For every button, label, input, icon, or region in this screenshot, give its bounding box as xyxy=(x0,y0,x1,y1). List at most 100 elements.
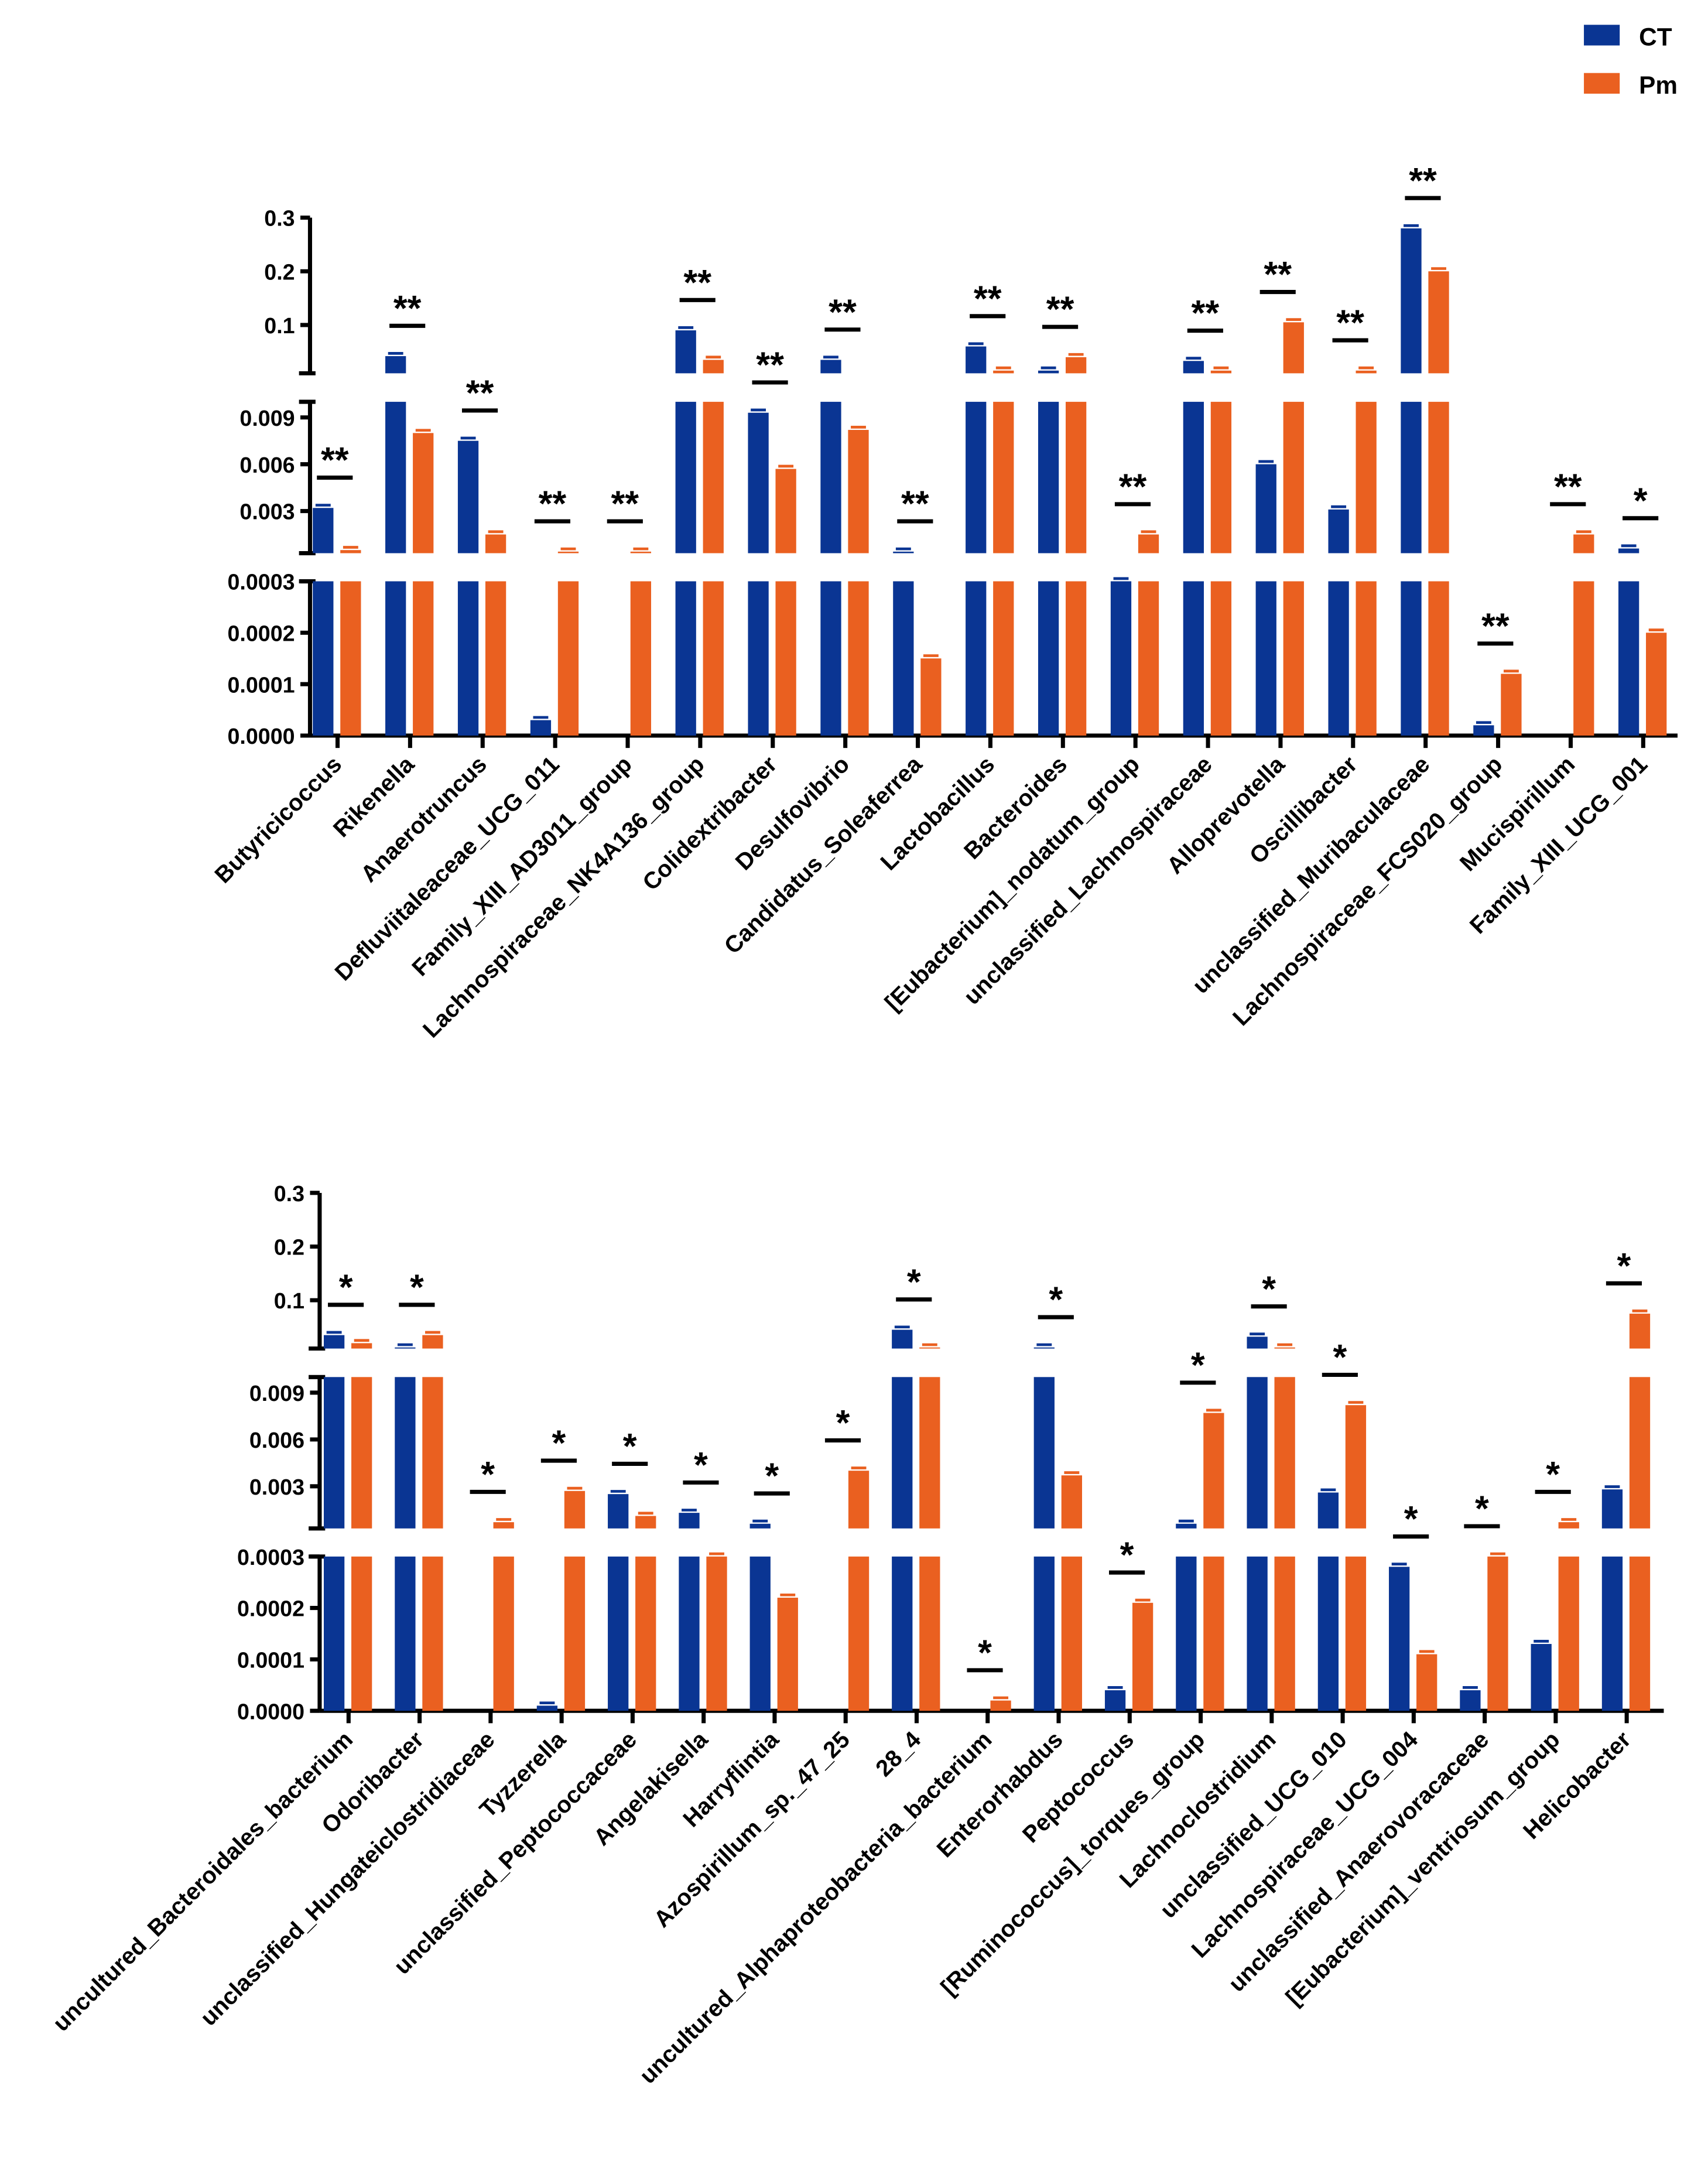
bar-ct xyxy=(679,1513,700,1529)
x-tick-label: [Ruminococcus]_torques_group xyxy=(936,1727,1210,2001)
bar-pm xyxy=(351,1343,372,1349)
significance-marker: ** xyxy=(683,262,711,302)
significance-marker: ** xyxy=(974,278,1002,318)
x-tick-label: Colidextribacter xyxy=(638,751,782,895)
bar-pm xyxy=(1558,1522,1579,1529)
bar-pm xyxy=(351,1556,372,1711)
bar-pm xyxy=(1646,633,1667,736)
bar-pm xyxy=(635,1516,656,1529)
y-tick-label: 0.0002 xyxy=(227,621,295,645)
bar-ct xyxy=(536,1705,558,1711)
bar-pm xyxy=(485,534,506,553)
y-tick-label: 0.1 xyxy=(264,313,295,338)
bar-pm xyxy=(848,581,869,736)
bar-pm xyxy=(990,1700,1011,1711)
significance-marker: * xyxy=(1546,1454,1560,1494)
bar-ct xyxy=(966,581,987,736)
bar-ct xyxy=(1183,361,1204,374)
bar-pm xyxy=(485,581,506,736)
bar-pm xyxy=(920,658,942,736)
bar-ct xyxy=(457,440,479,553)
significance-marker: * xyxy=(339,1267,353,1307)
significance-marker: * xyxy=(1333,1337,1347,1377)
bar-ct xyxy=(1247,1377,1268,1529)
bar-ct xyxy=(395,1377,416,1529)
bar-ct xyxy=(1033,1556,1055,1711)
significance-marker: ** xyxy=(901,484,929,524)
y-tick-label: 0.0000 xyxy=(237,1699,304,1724)
bar-ct xyxy=(675,581,696,736)
x-tick-label: [Eubacterium]_nodatum_group xyxy=(880,751,1145,1016)
bar-pm xyxy=(422,1335,443,1349)
bar-ct xyxy=(608,1556,629,1711)
bar-ct xyxy=(893,551,914,553)
y-tick-label: 0.2 xyxy=(274,1235,304,1260)
bar-pm xyxy=(1428,402,1449,553)
bar-ct xyxy=(1601,1489,1623,1529)
bar-pm xyxy=(1132,1602,1154,1711)
bar-pm xyxy=(413,433,434,553)
bar-pm xyxy=(1629,1377,1651,1529)
significance-marker: ** xyxy=(466,373,494,413)
bar-ct xyxy=(1255,581,1276,736)
bar-pm xyxy=(1274,1377,1295,1529)
significance-marker: * xyxy=(623,1426,637,1466)
bar-pm xyxy=(1501,674,1522,736)
significance-marker: ** xyxy=(1554,466,1582,506)
bar-pm xyxy=(1356,370,1377,374)
bar-pm xyxy=(1487,1556,1508,1711)
bar-pm xyxy=(1210,402,1232,553)
bar-ct xyxy=(323,1377,345,1529)
bar-pm xyxy=(703,402,724,553)
bar-pm xyxy=(1061,1556,1082,1711)
x-tick-label: uncultured_Bacteroidales_bacterium xyxy=(48,1727,358,2036)
bar-ct xyxy=(1038,402,1059,553)
bar-pm xyxy=(775,469,796,553)
bar-ct xyxy=(385,356,406,374)
bar-ct xyxy=(1033,1377,1055,1529)
bar-ct xyxy=(1104,1690,1126,1711)
legend-swatch-ct xyxy=(1584,25,1620,46)
y-tick-label: 0.0003 xyxy=(237,1545,304,1570)
bar-ct xyxy=(1183,581,1204,736)
bar-pm xyxy=(422,1556,443,1711)
x-tick-label: Lachnospiraceae_FCS020_group xyxy=(1228,751,1507,1031)
bar-ct xyxy=(748,412,769,553)
bar-pm xyxy=(1416,1654,1437,1711)
bar-ct xyxy=(1328,509,1349,553)
bar-ct xyxy=(1110,581,1132,736)
bar-ct xyxy=(966,346,987,374)
legend-label-pm: Pm xyxy=(1639,71,1678,99)
bar-pm xyxy=(703,360,724,374)
bar-ct xyxy=(749,1556,771,1711)
bar-pm xyxy=(1283,402,1304,553)
bar-pm xyxy=(775,581,796,736)
significance-marker: * xyxy=(978,1632,992,1672)
significance-marker: ** xyxy=(393,288,422,328)
significance-marker: ** xyxy=(1119,466,1147,506)
bar-pm xyxy=(1203,1413,1224,1529)
bar-pm xyxy=(351,1377,372,1529)
bar-pm xyxy=(1274,1347,1295,1349)
bar-ct xyxy=(748,581,769,736)
y-tick-label: 0.006 xyxy=(239,453,295,477)
chart-panel-2: 0.0000 0.0001 0.0002 0.0003 0.003 0.006 0.009 0… xyxy=(48,1181,1664,2089)
bar-ct xyxy=(608,1494,629,1529)
significance-marker: * xyxy=(1262,1269,1276,1308)
legend-swatch-pm xyxy=(1584,73,1620,94)
bar-ct xyxy=(1247,1556,1268,1711)
significance-marker: * xyxy=(1404,1499,1418,1539)
legend: CT Pm xyxy=(1584,23,1678,99)
significance-marker: * xyxy=(481,1454,495,1494)
bar-ct xyxy=(1618,548,1639,553)
significance-marker: * xyxy=(1191,1345,1205,1384)
bar-pm xyxy=(1629,1314,1651,1349)
bar-pm xyxy=(777,1598,798,1711)
bar-pm xyxy=(1283,581,1304,736)
bar-ct xyxy=(323,1335,345,1349)
bar-ct xyxy=(1247,1336,1268,1349)
bar-pm xyxy=(1066,357,1087,374)
significance-marker: ** xyxy=(1192,293,1220,333)
bar-pm xyxy=(1138,534,1159,553)
